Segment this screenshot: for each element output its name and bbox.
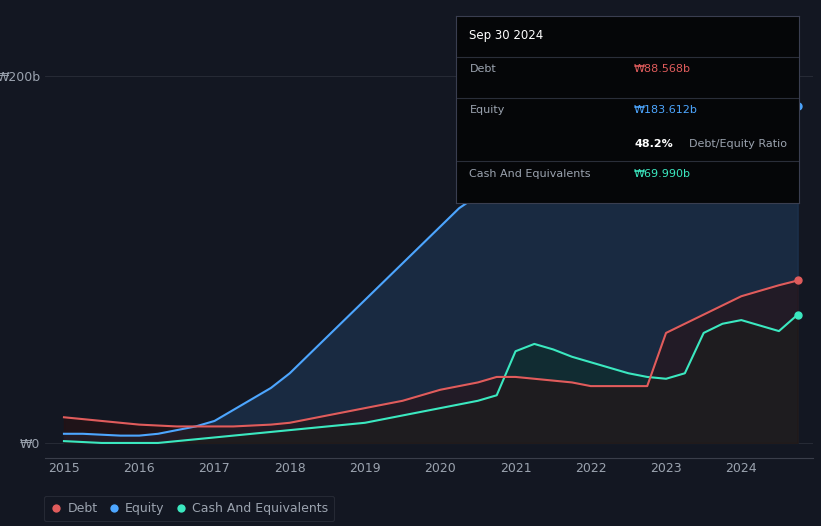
Text: Sep 30 2024: Sep 30 2024: [470, 29, 544, 42]
Text: Equity: Equity: [470, 105, 505, 115]
Text: Cash And Equivalents: Cash And Equivalents: [470, 169, 591, 179]
Legend: Debt, Equity, Cash And Equivalents: Debt, Equity, Cash And Equivalents: [44, 496, 334, 521]
Text: ₩183.612b: ₩183.612b: [634, 105, 698, 115]
Text: 48.2%: 48.2%: [634, 139, 673, 149]
Text: Debt/Equity Ratio: Debt/Equity Ratio: [689, 139, 787, 149]
Text: ₩88.568b: ₩88.568b: [634, 64, 691, 74]
Text: Debt: Debt: [470, 64, 496, 74]
Text: ₩69.990b: ₩69.990b: [634, 169, 691, 179]
